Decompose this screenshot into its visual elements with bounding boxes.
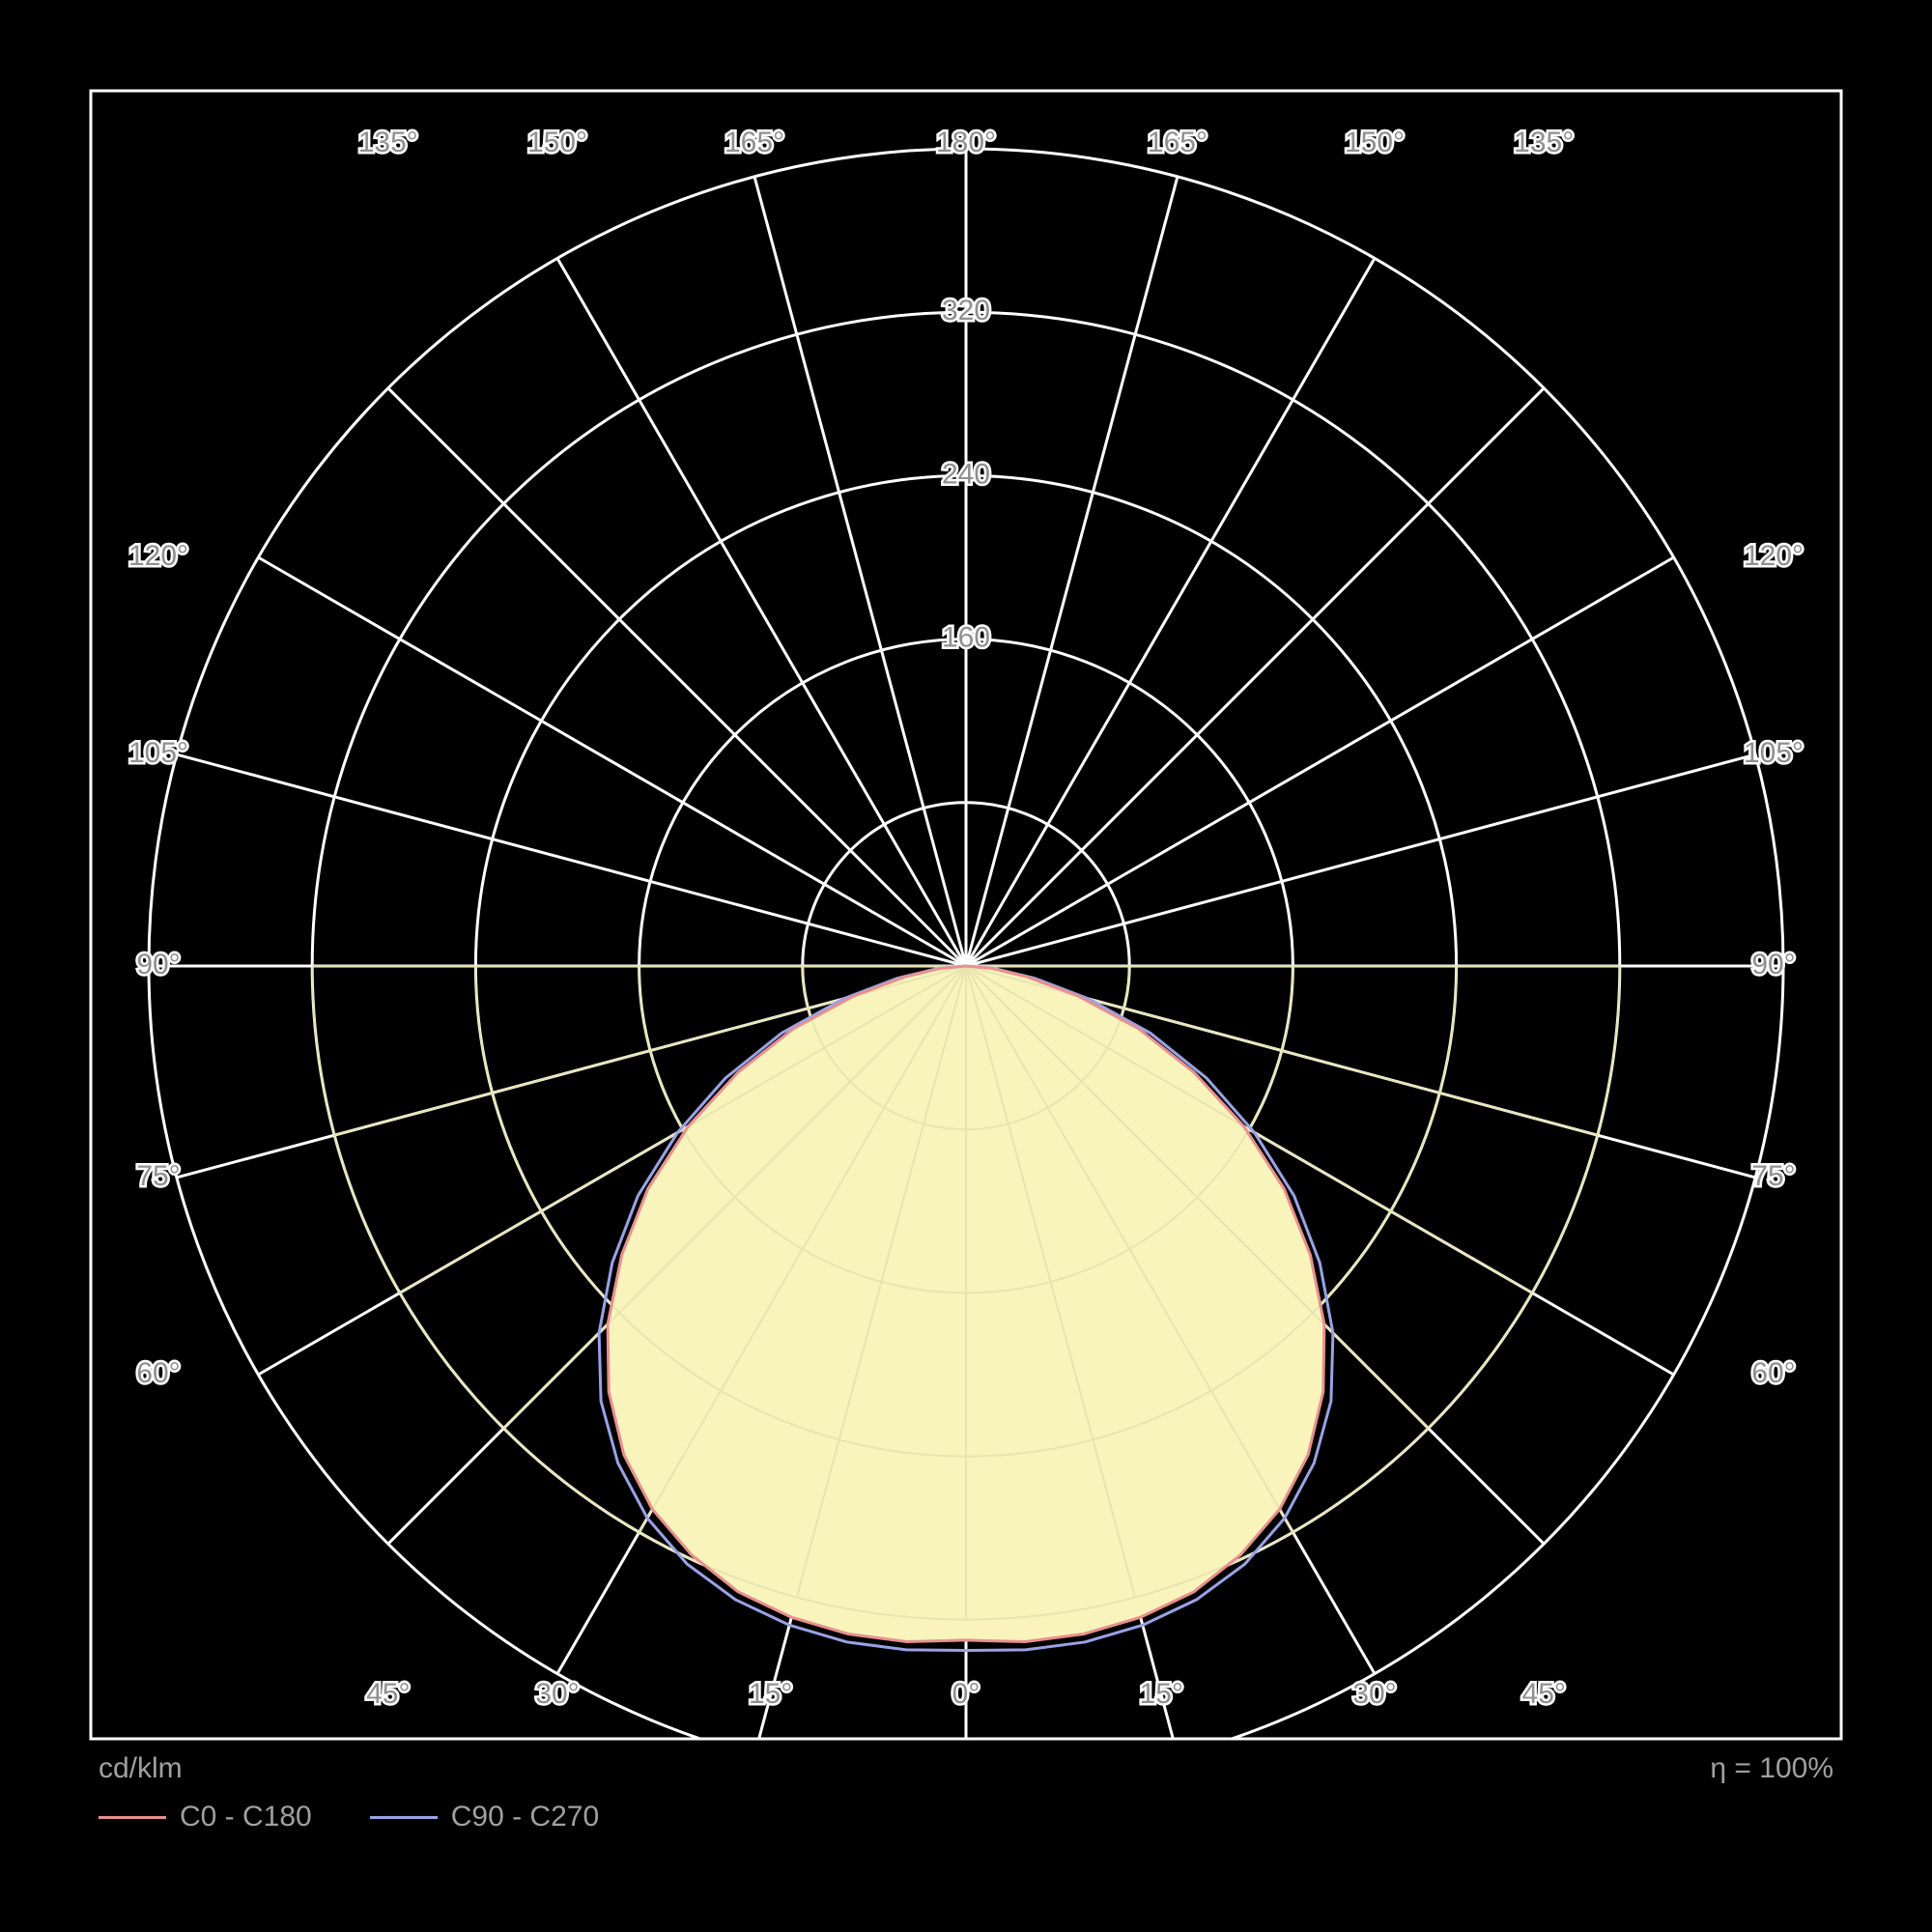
angle-label: 15° (1140, 1678, 1183, 1710)
legend-swatch (370, 1816, 438, 1819)
angle-label: 135° (358, 127, 418, 158)
ring-label: 320 (942, 295, 990, 327)
angle-label: 90° (136, 949, 180, 980)
legend-item: C0 - C180 (99, 1808, 312, 1825)
angle-label: 105° (1744, 737, 1804, 769)
grid-spoke (754, 177, 966, 966)
angle-label: 30° (1352, 1678, 1396, 1710)
angle-label: 105° (128, 737, 188, 769)
legend-label: C90 - C270 (451, 1801, 599, 1833)
angle-label: 165° (1148, 127, 1208, 158)
ring-label: 240 (942, 458, 990, 490)
angle-label: 75° (1751, 1160, 1795, 1192)
legend: C0 - C180 C90 - C270 (99, 1801, 657, 1833)
grid-spoke (388, 388, 966, 966)
grid-spoke (966, 557, 1674, 966)
angle-label: 60° (1751, 1357, 1795, 1389)
grid-spoke (966, 258, 1375, 966)
angle-label: 180° (936, 127, 996, 158)
angle-label: 120° (1744, 540, 1804, 572)
unit-label: cd/klm (99, 1752, 183, 1785)
polar-chart: 160 240 320 135° 150° 165° 180° 165° 150° 135° 45°… (71, 71, 1861, 1861)
angle-label: 60° (136, 1357, 180, 1389)
distribution (312, 966, 1620, 1651)
grid-spoke (557, 258, 966, 966)
angle-label: 150° (527, 127, 587, 158)
angle-label: 90° (1751, 949, 1795, 980)
grid-spoke (966, 177, 1178, 966)
eta-label: η = 100% (1710, 1752, 1833, 1785)
angle-label: 45° (1522, 1678, 1566, 1710)
angle-label: 30° (535, 1678, 579, 1710)
angle-label: 150° (1345, 127, 1405, 158)
angle-label: 120° (128, 540, 188, 572)
ring-label: 160 (942, 622, 990, 654)
angle-label: 45° (366, 1678, 410, 1710)
angle-label: 75° (136, 1160, 180, 1192)
angle-label: 0° (952, 1678, 980, 1710)
angle-label: 15° (749, 1678, 792, 1710)
grid-spoke (966, 388, 1544, 966)
legend-item: C90 - C270 (370, 1808, 599, 1825)
legend-label: C0 - C180 (180, 1801, 312, 1833)
legend-swatch (99, 1816, 166, 1819)
angle-label: 165° (724, 127, 784, 158)
grid-spoke (258, 557, 966, 966)
polar-chart-container: 160 240 320 135° 150° 165° 180° 165° 150° 135° 45°… (71, 71, 1861, 1861)
grid-spoke (177, 754, 966, 966)
angle-label: 135° (1514, 127, 1574, 158)
grid-spoke (966, 754, 1755, 966)
